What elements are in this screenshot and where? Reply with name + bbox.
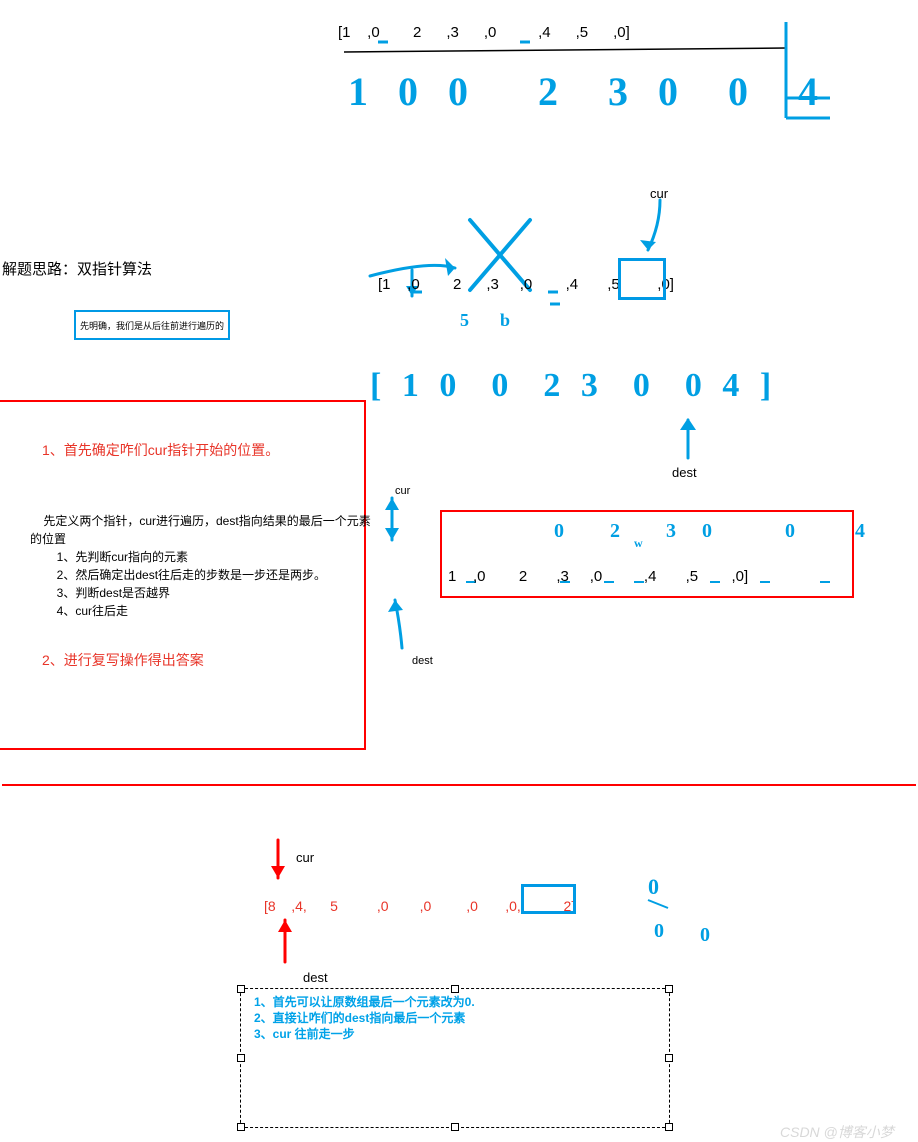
step-1-title: 1、首先确定咋们cur指针开始的位置。 <box>42 440 279 460</box>
note-box: 先明确，我们是从后往前进行遍历的 <box>74 310 230 340</box>
resize-handle[interactable] <box>665 985 673 993</box>
cur-label-3: cur <box>296 850 314 865</box>
handwritten-row-1: 1 0 0 2 3 0 0 4 <box>348 68 828 115</box>
resize-handle[interactable] <box>237 985 245 993</box>
resize-handle[interactable] <box>665 1123 673 1131</box>
steps-list: 1、首先可以让原数组最后一个元素改为0. 2、直接让咋们的dest指向最后一个元… <box>254 994 475 1042</box>
step-2-title: 2、进行复写操作得出答案 <box>42 650 204 670</box>
array-underline <box>344 48 786 52</box>
cur-label-2: cur <box>395 485 410 497</box>
array-text-3: 1 ,0 2 ,3 ,0 ,4 ,5 ,0] <box>448 568 748 585</box>
step-1-description: 先定义两个指针，cur进行遍历，dest指向结果的最后一个元素 的位置 1、先判… <box>30 512 371 620</box>
overlay-w: w <box>634 536 643 551</box>
resize-handle[interactable] <box>237 1054 245 1062</box>
strikethrough <box>648 900 668 908</box>
section-title: 解题思路：双指针算法 <box>2 258 152 279</box>
resize-handle[interactable] <box>237 1123 245 1131</box>
handwritten-row-2: [ 1 0 0 2 3 0 0 4 ] <box>370 367 777 405</box>
overlay-numbers-left: 0 2 3 <box>554 520 688 543</box>
watermark: CSDN @博客小梦 <box>780 1122 894 1142</box>
dest-label-2: dest <box>412 655 433 667</box>
resize-handle[interactable] <box>665 1054 673 1062</box>
array-text-1: [1 ,0 2 ,3 ,0 ,4 ,5 ,0] <box>338 24 630 41</box>
cur-label: cur <box>650 186 668 201</box>
resize-handle[interactable] <box>451 985 459 993</box>
highlight-box-2 <box>521 884 576 914</box>
note-text: 先明确，我们是从后往前进行遍历的 <box>80 319 224 332</box>
highlight-box <box>618 258 666 300</box>
dest-label-3: dest <box>303 970 328 985</box>
overlay-numbers-right: 0 0 4 <box>702 520 873 543</box>
dest-label: dest <box>672 465 697 480</box>
resize-handle[interactable] <box>451 1123 459 1131</box>
